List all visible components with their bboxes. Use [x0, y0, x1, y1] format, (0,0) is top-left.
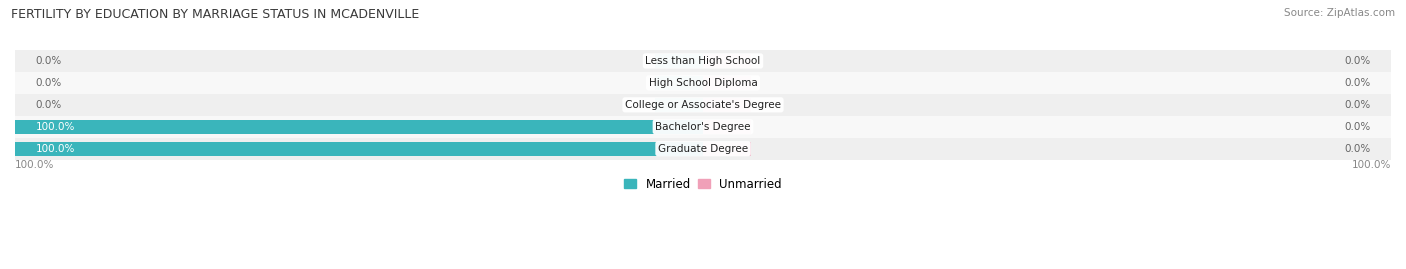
- Text: 100.0%: 100.0%: [1351, 160, 1391, 170]
- Bar: [15, 138, 1391, 160]
- Text: 0.0%: 0.0%: [1344, 144, 1371, 154]
- Text: Graduate Degree: Graduate Degree: [658, 144, 748, 154]
- Bar: [15, 142, 703, 155]
- Bar: [15, 50, 1391, 72]
- Text: 100.0%: 100.0%: [35, 144, 75, 154]
- Text: 100.0%: 100.0%: [35, 122, 75, 132]
- Text: 0.0%: 0.0%: [1344, 56, 1371, 66]
- Text: Source: ZipAtlas.com: Source: ZipAtlas.com: [1284, 8, 1395, 18]
- Bar: [703, 54, 751, 68]
- Bar: [15, 94, 1391, 116]
- Bar: [703, 142, 751, 155]
- Text: 0.0%: 0.0%: [1344, 78, 1371, 88]
- Text: 0.0%: 0.0%: [35, 56, 62, 66]
- Bar: [15, 116, 1391, 138]
- Text: 0.0%: 0.0%: [35, 78, 62, 88]
- Bar: [655, 76, 703, 90]
- Bar: [655, 54, 703, 68]
- Bar: [655, 98, 703, 112]
- Bar: [703, 76, 751, 90]
- Bar: [15, 72, 1391, 94]
- Bar: [15, 120, 703, 134]
- Text: 100.0%: 100.0%: [15, 160, 55, 170]
- Text: 0.0%: 0.0%: [1344, 122, 1371, 132]
- Text: High School Diploma: High School Diploma: [648, 78, 758, 88]
- Legend: Married, Unmarried: Married, Unmarried: [620, 173, 786, 196]
- Text: Less than High School: Less than High School: [645, 56, 761, 66]
- Text: 0.0%: 0.0%: [35, 100, 62, 110]
- Bar: [703, 120, 751, 134]
- Text: College or Associate's Degree: College or Associate's Degree: [626, 100, 780, 110]
- Text: Bachelor's Degree: Bachelor's Degree: [655, 122, 751, 132]
- Text: FERTILITY BY EDUCATION BY MARRIAGE STATUS IN MCADENVILLE: FERTILITY BY EDUCATION BY MARRIAGE STATU…: [11, 8, 419, 21]
- Text: 0.0%: 0.0%: [1344, 100, 1371, 110]
- Bar: [703, 98, 751, 112]
